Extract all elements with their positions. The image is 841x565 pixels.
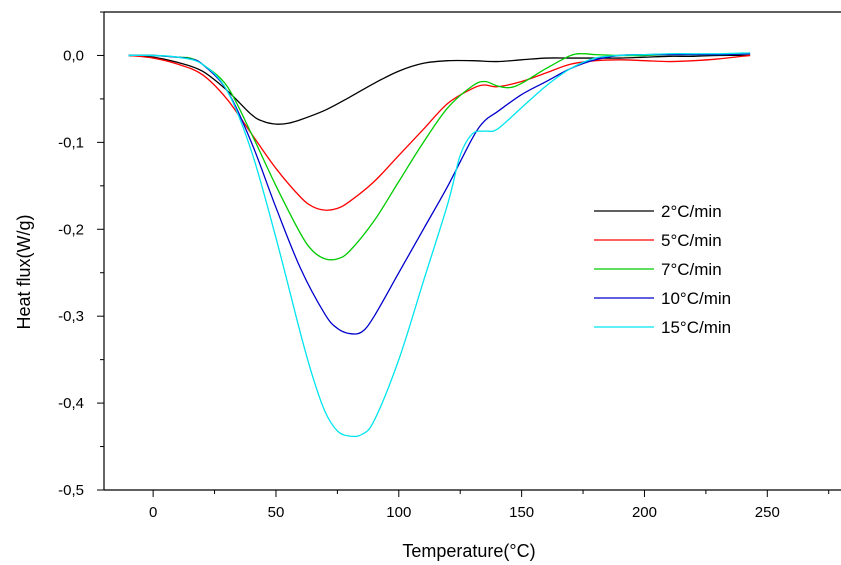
legend-label: 2°C/min: [661, 202, 722, 221]
series-line-4: [128, 52, 751, 438]
y-tick-label: -0,1: [58, 134, 84, 151]
axes: 0 50 100 150 200 250 0,0 -0,1 -0,2 -0,3 -0,4 -0,5: [58, 11, 841, 521]
y-tick-label: -0,3: [58, 308, 84, 325]
y-tick-label: 0,0: [63, 47, 84, 64]
legend-label: 15°C/min: [661, 318, 731, 337]
series-line-3: [128, 53, 751, 335]
x-tick-label: 250: [755, 504, 780, 521]
y-tick-label: -0,4: [58, 395, 84, 412]
y-tick-label: -0,5: [58, 482, 84, 499]
y-tick-label: -0,2: [58, 221, 84, 238]
x-tick-label: 150: [509, 504, 534, 521]
series-line-1: [128, 54, 751, 211]
y-axis-title: Heat flux(W/g): [14, 214, 34, 329]
series-line-0: [128, 54, 751, 125]
legend: 2°C/min 5°C/min 7°C/min 10°C/min 15°C/min: [594, 202, 731, 337]
series-layer: [128, 52, 751, 438]
x-axis-title: Temperature(°C): [402, 541, 535, 561]
series-line-2: [128, 53, 751, 261]
x-tick-label: 0: [149, 504, 157, 521]
legend-label: 5°C/min: [661, 231, 722, 250]
legend-label: 7°C/min: [661, 260, 722, 279]
x-tick-label: 100: [386, 504, 411, 521]
legend-label: 10°C/min: [661, 289, 731, 308]
x-tick-label: 200: [632, 504, 657, 521]
x-tick-label: 50: [268, 504, 285, 521]
